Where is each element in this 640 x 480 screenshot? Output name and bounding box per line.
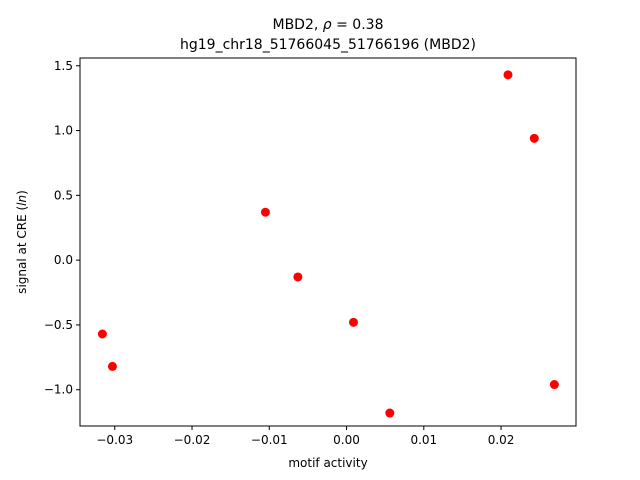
y-tick-label: −1.0 — [44, 383, 73, 397]
x-tick-label: 0.01 — [410, 433, 437, 447]
data-point — [529, 133, 539, 143]
data-point — [293, 272, 303, 282]
y-tick-label: 1.0 — [54, 124, 73, 138]
x-tick-label: −0.01 — [251, 433, 288, 447]
y-tick-label: 0.0 — [54, 253, 73, 267]
x-tick-label: −0.03 — [96, 433, 133, 447]
x-tick-label: 0.02 — [488, 433, 515, 447]
y-tick-label: −0.5 — [44, 318, 73, 332]
data-point — [348, 317, 358, 327]
data-point — [503, 70, 513, 80]
x-tick-label: 0.00 — [333, 433, 360, 447]
x-axis-label: motif activity — [288, 456, 367, 470]
plot-area-frame — [79, 57, 577, 427]
y-axis-label: signal at CRE (ln) — [15, 190, 29, 294]
y-tick-label: 1.5 — [54, 59, 73, 73]
data-points — [97, 70, 559, 418]
y-axis-ticks: −1.0 −0.5 0.0 0.5 1.0 1.5 — [44, 59, 80, 397]
y-tick-label: 0.5 — [54, 188, 73, 202]
data-point — [260, 207, 270, 217]
data-point — [385, 408, 395, 418]
data-point — [107, 361, 117, 371]
chart-title-line1: MBD2, ρ = 0.38 — [273, 17, 384, 33]
data-point — [97, 329, 107, 339]
x-tick-label: −0.02 — [174, 433, 211, 447]
chart-title-line2: hg19_chr18_51766045_51766196 (MBD2) — [180, 37, 476, 53]
x-axis-ticks: −0.03 −0.02 −0.01 0.00 0.01 0.02 — [96, 426, 514, 447]
data-point — [549, 380, 559, 390]
